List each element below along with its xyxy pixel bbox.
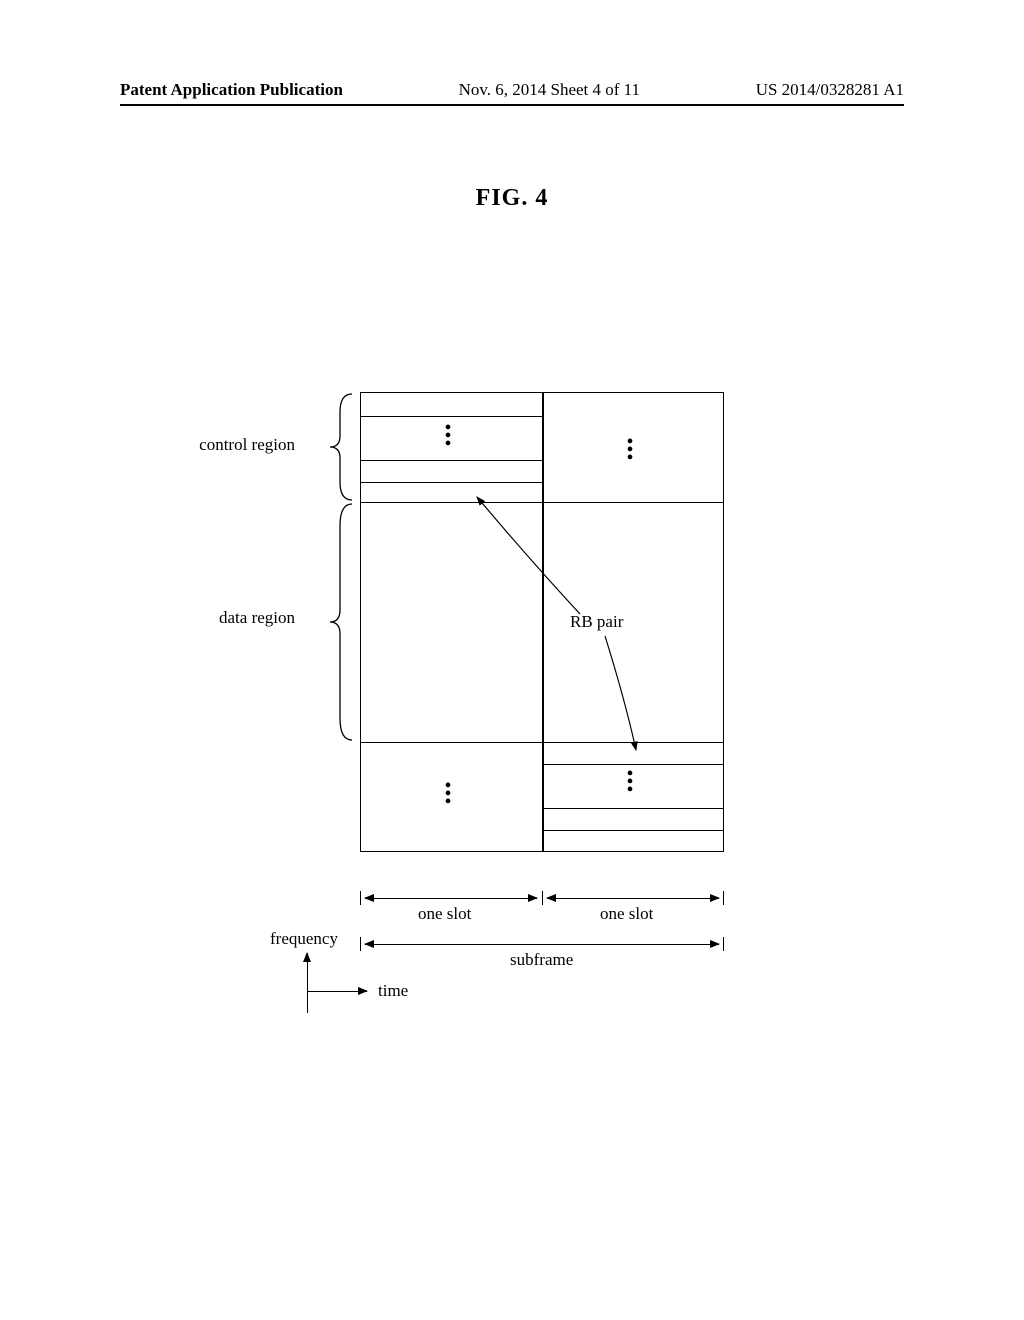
header-rule: [120, 104, 904, 106]
row-line: [543, 764, 724, 765]
rb-pair-label: RB pair: [570, 612, 623, 632]
control-region-brace: [300, 392, 356, 502]
control-region-label: control region: [185, 435, 295, 455]
ellipsis-icon: •••: [624, 770, 636, 794]
row-line: [360, 482, 542, 483]
frequency-axis-label: frequency: [270, 929, 338, 949]
data-region-label: data region: [185, 608, 295, 628]
frequency-axis: [307, 953, 308, 1013]
slot-divider: [542, 392, 544, 852]
slot-tick: [360, 891, 361, 905]
page: Patent Application Publication Nov. 6, 2…: [0, 0, 1024, 1320]
row-line: [360, 742, 724, 743]
subframe-grid: ••• ••• ••• •••: [360, 392, 724, 852]
one-slot-label-left: one slot: [418, 904, 471, 924]
ellipsis-icon: •••: [442, 782, 454, 806]
header-center: Nov. 6, 2014 Sheet 4 of 11: [459, 80, 640, 100]
time-axis: [307, 991, 367, 992]
subframe-label: subframe: [510, 950, 573, 970]
subframe-tick: [360, 937, 361, 951]
ellipsis-icon: •••: [442, 424, 454, 448]
row-line: [543, 830, 724, 831]
slot-tick: [542, 891, 543, 905]
header-left: Patent Application Publication: [120, 80, 343, 100]
page-header: Patent Application Publication Nov. 6, 2…: [120, 80, 904, 100]
row-line: [543, 808, 724, 809]
time-axis-label: time: [378, 981, 408, 1001]
slot-tick: [723, 891, 724, 905]
row-line: [360, 460, 542, 461]
subframe-span: [365, 944, 719, 945]
slot-span-right: [547, 898, 719, 899]
subframe-tick: [723, 937, 724, 951]
slot-span-left: [365, 898, 537, 899]
figure-title: FIG. 4: [0, 185, 1024, 212]
data-region-brace: [300, 502, 356, 742]
one-slot-label-right: one slot: [600, 904, 653, 924]
header-right: US 2014/0328281 A1: [756, 80, 904, 100]
ellipsis-icon: •••: [624, 438, 636, 462]
row-line: [360, 502, 724, 503]
